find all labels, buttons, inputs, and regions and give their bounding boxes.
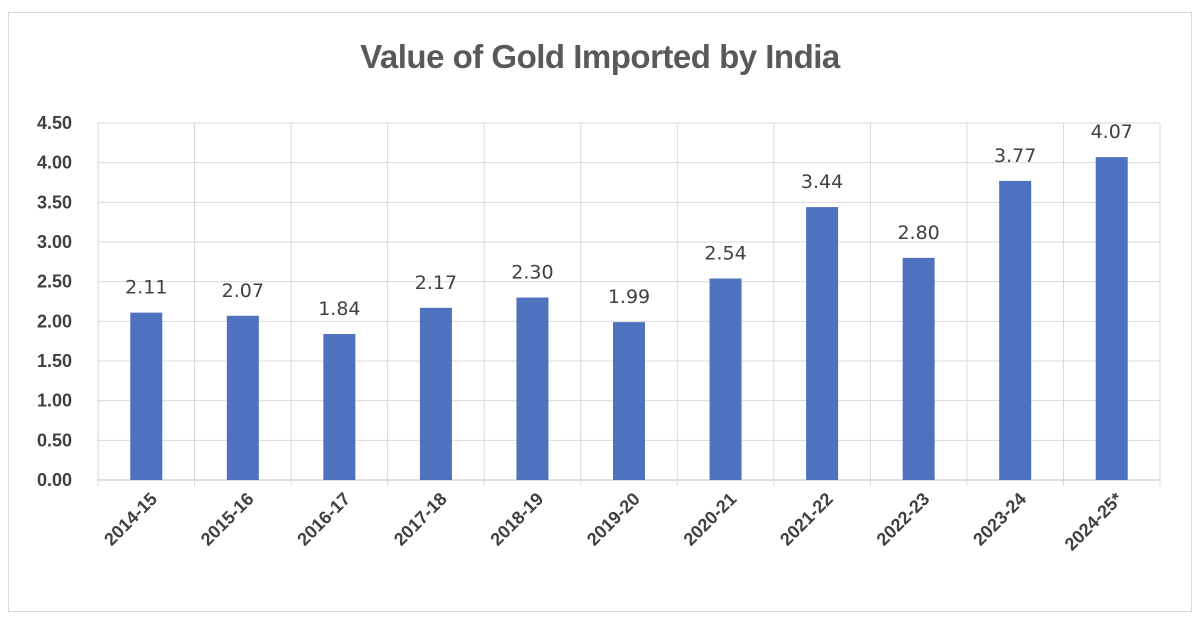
bar bbox=[419, 307, 452, 480]
bar bbox=[999, 180, 1032, 480]
x-tick-label: 2017-18 bbox=[390, 489, 451, 550]
bar bbox=[806, 207, 839, 481]
data-labels: 2.11 2.07 1.84 2.17 2.30 1.99 2.54 3.44 2.80 3.77… bbox=[125, 121, 1133, 320]
y-tick-label: 2.00 bbox=[37, 311, 72, 331]
bar bbox=[130, 312, 163, 480]
y-tick-label: 0.50 bbox=[37, 430, 72, 450]
y-axis-ticks: 0.00 0.50 1.00 1.50 2.00 2.50 3.00 3.50 4.00 4.50 bbox=[37, 113, 72, 490]
x-tick-label: 2016-17 bbox=[293, 489, 354, 550]
bar bbox=[1095, 157, 1128, 480]
x-tick-label: 2024-25* bbox=[1061, 489, 1127, 555]
x-axis-ticks: 2014-15 2015-16 2016-17 2017-18 2018-19 2019-… bbox=[100, 489, 1126, 555]
bar bbox=[516, 297, 549, 480]
bar bbox=[902, 257, 935, 480]
data-label: 1.84 bbox=[318, 298, 360, 320]
x-tick-label: 2023-24 bbox=[969, 489, 1030, 550]
data-label: 2.07 bbox=[222, 280, 264, 302]
data-label: 1.99 bbox=[608, 286, 650, 308]
data-label: 2.30 bbox=[511, 262, 553, 284]
gridlines bbox=[97, 122, 1161, 486]
data-label: 3.77 bbox=[994, 145, 1036, 167]
x-tick-label: 2021-22 bbox=[776, 489, 837, 550]
y-tick-label: 3.00 bbox=[37, 232, 72, 252]
x-tick-label: 2018-19 bbox=[486, 489, 547, 550]
y-tick-label: 4.50 bbox=[37, 113, 72, 133]
y-tick-label: 2.50 bbox=[37, 272, 72, 292]
data-label: 3.44 bbox=[801, 171, 843, 193]
bar bbox=[323, 334, 356, 480]
x-tick-label: 2015-16 bbox=[197, 489, 258, 550]
x-tick-label: 2022-23 bbox=[873, 489, 934, 550]
chart-frame bbox=[8, 12, 1192, 612]
y-tick-label: 1.50 bbox=[37, 351, 72, 371]
y-tick-label: 4.00 bbox=[37, 153, 72, 173]
bars bbox=[130, 157, 1128, 481]
data-label: 2.17 bbox=[415, 272, 457, 294]
y-tick-label: 0.00 bbox=[37, 470, 72, 490]
data-label: 2.80 bbox=[897, 222, 939, 244]
bar bbox=[613, 322, 645, 480]
x-tick-label: 2020-21 bbox=[680, 489, 741, 550]
bar bbox=[709, 278, 742, 480]
data-label: 2.11 bbox=[125, 277, 167, 299]
y-tick-label: 3.50 bbox=[37, 192, 72, 212]
data-label: 2.54 bbox=[704, 242, 746, 264]
y-tick-label: 1.00 bbox=[37, 391, 72, 411]
chart-title: Value of Gold Imported by India bbox=[360, 38, 840, 75]
x-tick-label: 2014-15 bbox=[100, 489, 161, 550]
x-tick-label: 2019-20 bbox=[583, 489, 644, 550]
bar bbox=[226, 315, 259, 480]
data-label: 4.07 bbox=[1091, 121, 1133, 143]
